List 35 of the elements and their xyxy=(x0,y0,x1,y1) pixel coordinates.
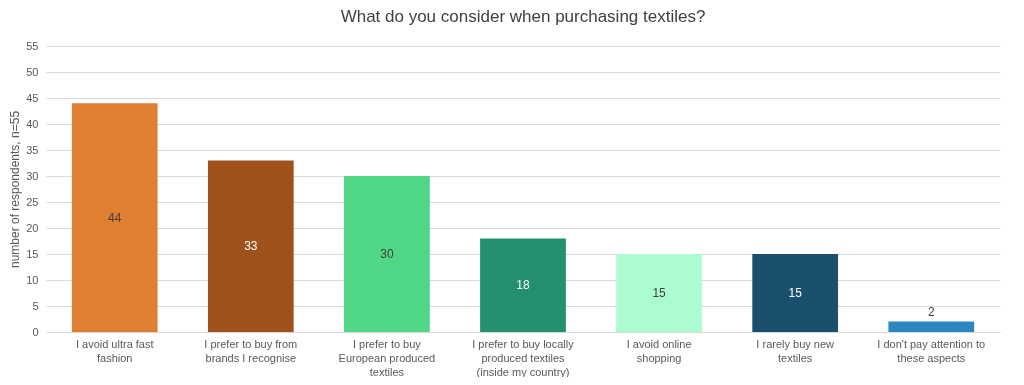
data-label: 44 xyxy=(108,210,122,225)
y-tick-label: 30 xyxy=(26,169,39,182)
y-axis-title: number of respondents, n=55 xyxy=(8,110,23,269)
bar xyxy=(71,103,158,332)
bar xyxy=(207,160,294,332)
data-label: 18 xyxy=(516,278,530,293)
data-label: 15 xyxy=(652,286,667,300)
x-tick-label: I avoid ultra fast fashion xyxy=(75,337,154,364)
x-tick-label: I avoid online shopping xyxy=(626,337,692,364)
x-tick-label: I prefer to buy locally produced textiles (inside my country) xyxy=(472,337,575,378)
x-tick-label: I don't pay attention to these aspects xyxy=(877,337,986,364)
y-tick-label: 10 xyxy=(26,273,39,286)
y-tick-label: 0 xyxy=(32,325,39,338)
y-tick-label: 35 xyxy=(26,143,39,156)
x-tick-label: I prefer to buy from brands I recognise xyxy=(204,337,298,364)
chart-title: What do you consider when purchasing textiles? xyxy=(340,7,706,26)
y-tick-label: 5 xyxy=(32,299,39,312)
bar xyxy=(480,238,566,332)
data-label: 15 xyxy=(788,286,803,300)
x-tick-label: I prefer to buy European produced textiles xyxy=(338,337,436,378)
bar xyxy=(888,321,975,332)
y-tick-label: 15 xyxy=(26,247,39,260)
data-label: 2 xyxy=(927,304,935,319)
y-tick-label: 55 xyxy=(26,39,39,52)
data-label: 33 xyxy=(244,239,258,254)
bar xyxy=(344,176,430,332)
y-tick-label: 45 xyxy=(26,91,39,104)
y-tick-label: 20 xyxy=(26,221,39,234)
y-tick-label: 50 xyxy=(26,65,39,78)
y-tick-label: 25 xyxy=(26,195,39,208)
bar xyxy=(616,254,702,332)
bar xyxy=(752,254,839,332)
data-label: 30 xyxy=(380,247,394,261)
x-tick-label: I rarely buy new textiles xyxy=(756,337,835,364)
y-tick-label: 40 xyxy=(26,117,39,130)
